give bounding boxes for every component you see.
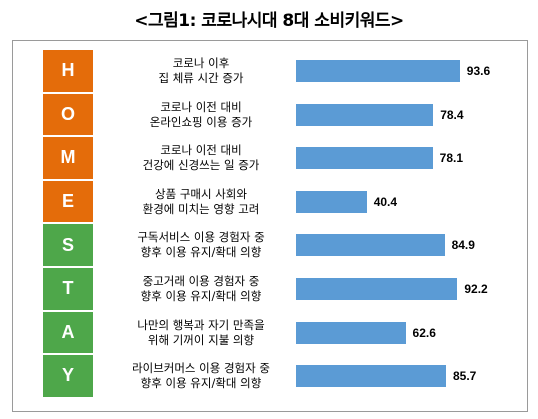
data-label: 84.9 [451, 238, 475, 253]
data-label: 93.6 [466, 64, 491, 78]
category-label: 상품 구매시 사회와 환경에 미치는 영향 고려 [142, 186, 260, 216]
category-label: 라이브커머스 이용 경험자 중 향후 이용 유지/확대 의향 [132, 361, 270, 391]
bar [296, 147, 433, 170]
keyword-letter: A [43, 311, 93, 354]
data-label: 78.1 [439, 151, 464, 166]
bar [296, 278, 458, 300]
bar [296, 103, 434, 126]
bar [296, 234, 445, 257]
keyword-letter: O [43, 93, 93, 136]
keyword-letter: T [43, 268, 93, 310]
keyword-letter: E [43, 180, 93, 223]
category-label: 코로나 이전 대비 온라인쇼핑 이용 증가 [149, 99, 253, 129]
chart-frame: H 코로나 이후 집 체류 시간 증가 93.6 O 코로나 이전 대비 온라인쇼핑 이… [12, 40, 528, 412]
keyword-letter: H [43, 50, 93, 92]
chart-title: <그림1: 코로나시대 8대 소비키워드> [134, 11, 404, 31]
data-label: 78.4 [440, 107, 464, 122]
category-label: 중고거래 이용 경험자 중 향후 이용 유지/확대 의향 [140, 274, 262, 303]
bar [296, 60, 460, 82]
bar [296, 190, 367, 213]
category-label: 구독서비스 이용 경험자 중 향후 이용 유지/확대 의향 [137, 230, 265, 260]
data-label: 92.2 [464, 282, 488, 296]
keyword-letter: S [43, 224, 93, 266]
data-label: 85.7 [452, 369, 477, 384]
bar [296, 365, 446, 388]
keyword-letter: Y [43, 355, 93, 397]
keyword-letter: M [43, 137, 93, 179]
data-label: 40.4 [373, 194, 398, 209]
bar [296, 321, 406, 344]
data-label: 62.6 [412, 325, 436, 340]
category-label: 코로나 이전 대비 건강에 신경쓰는 일 증가 [142, 143, 260, 173]
category-label: 나만의 행복과 자기 만족을 위해 기꺼이 지불 의향 [137, 317, 265, 347]
category-label: 코로나 이후 집 체류 시간 증가 [158, 56, 244, 85]
